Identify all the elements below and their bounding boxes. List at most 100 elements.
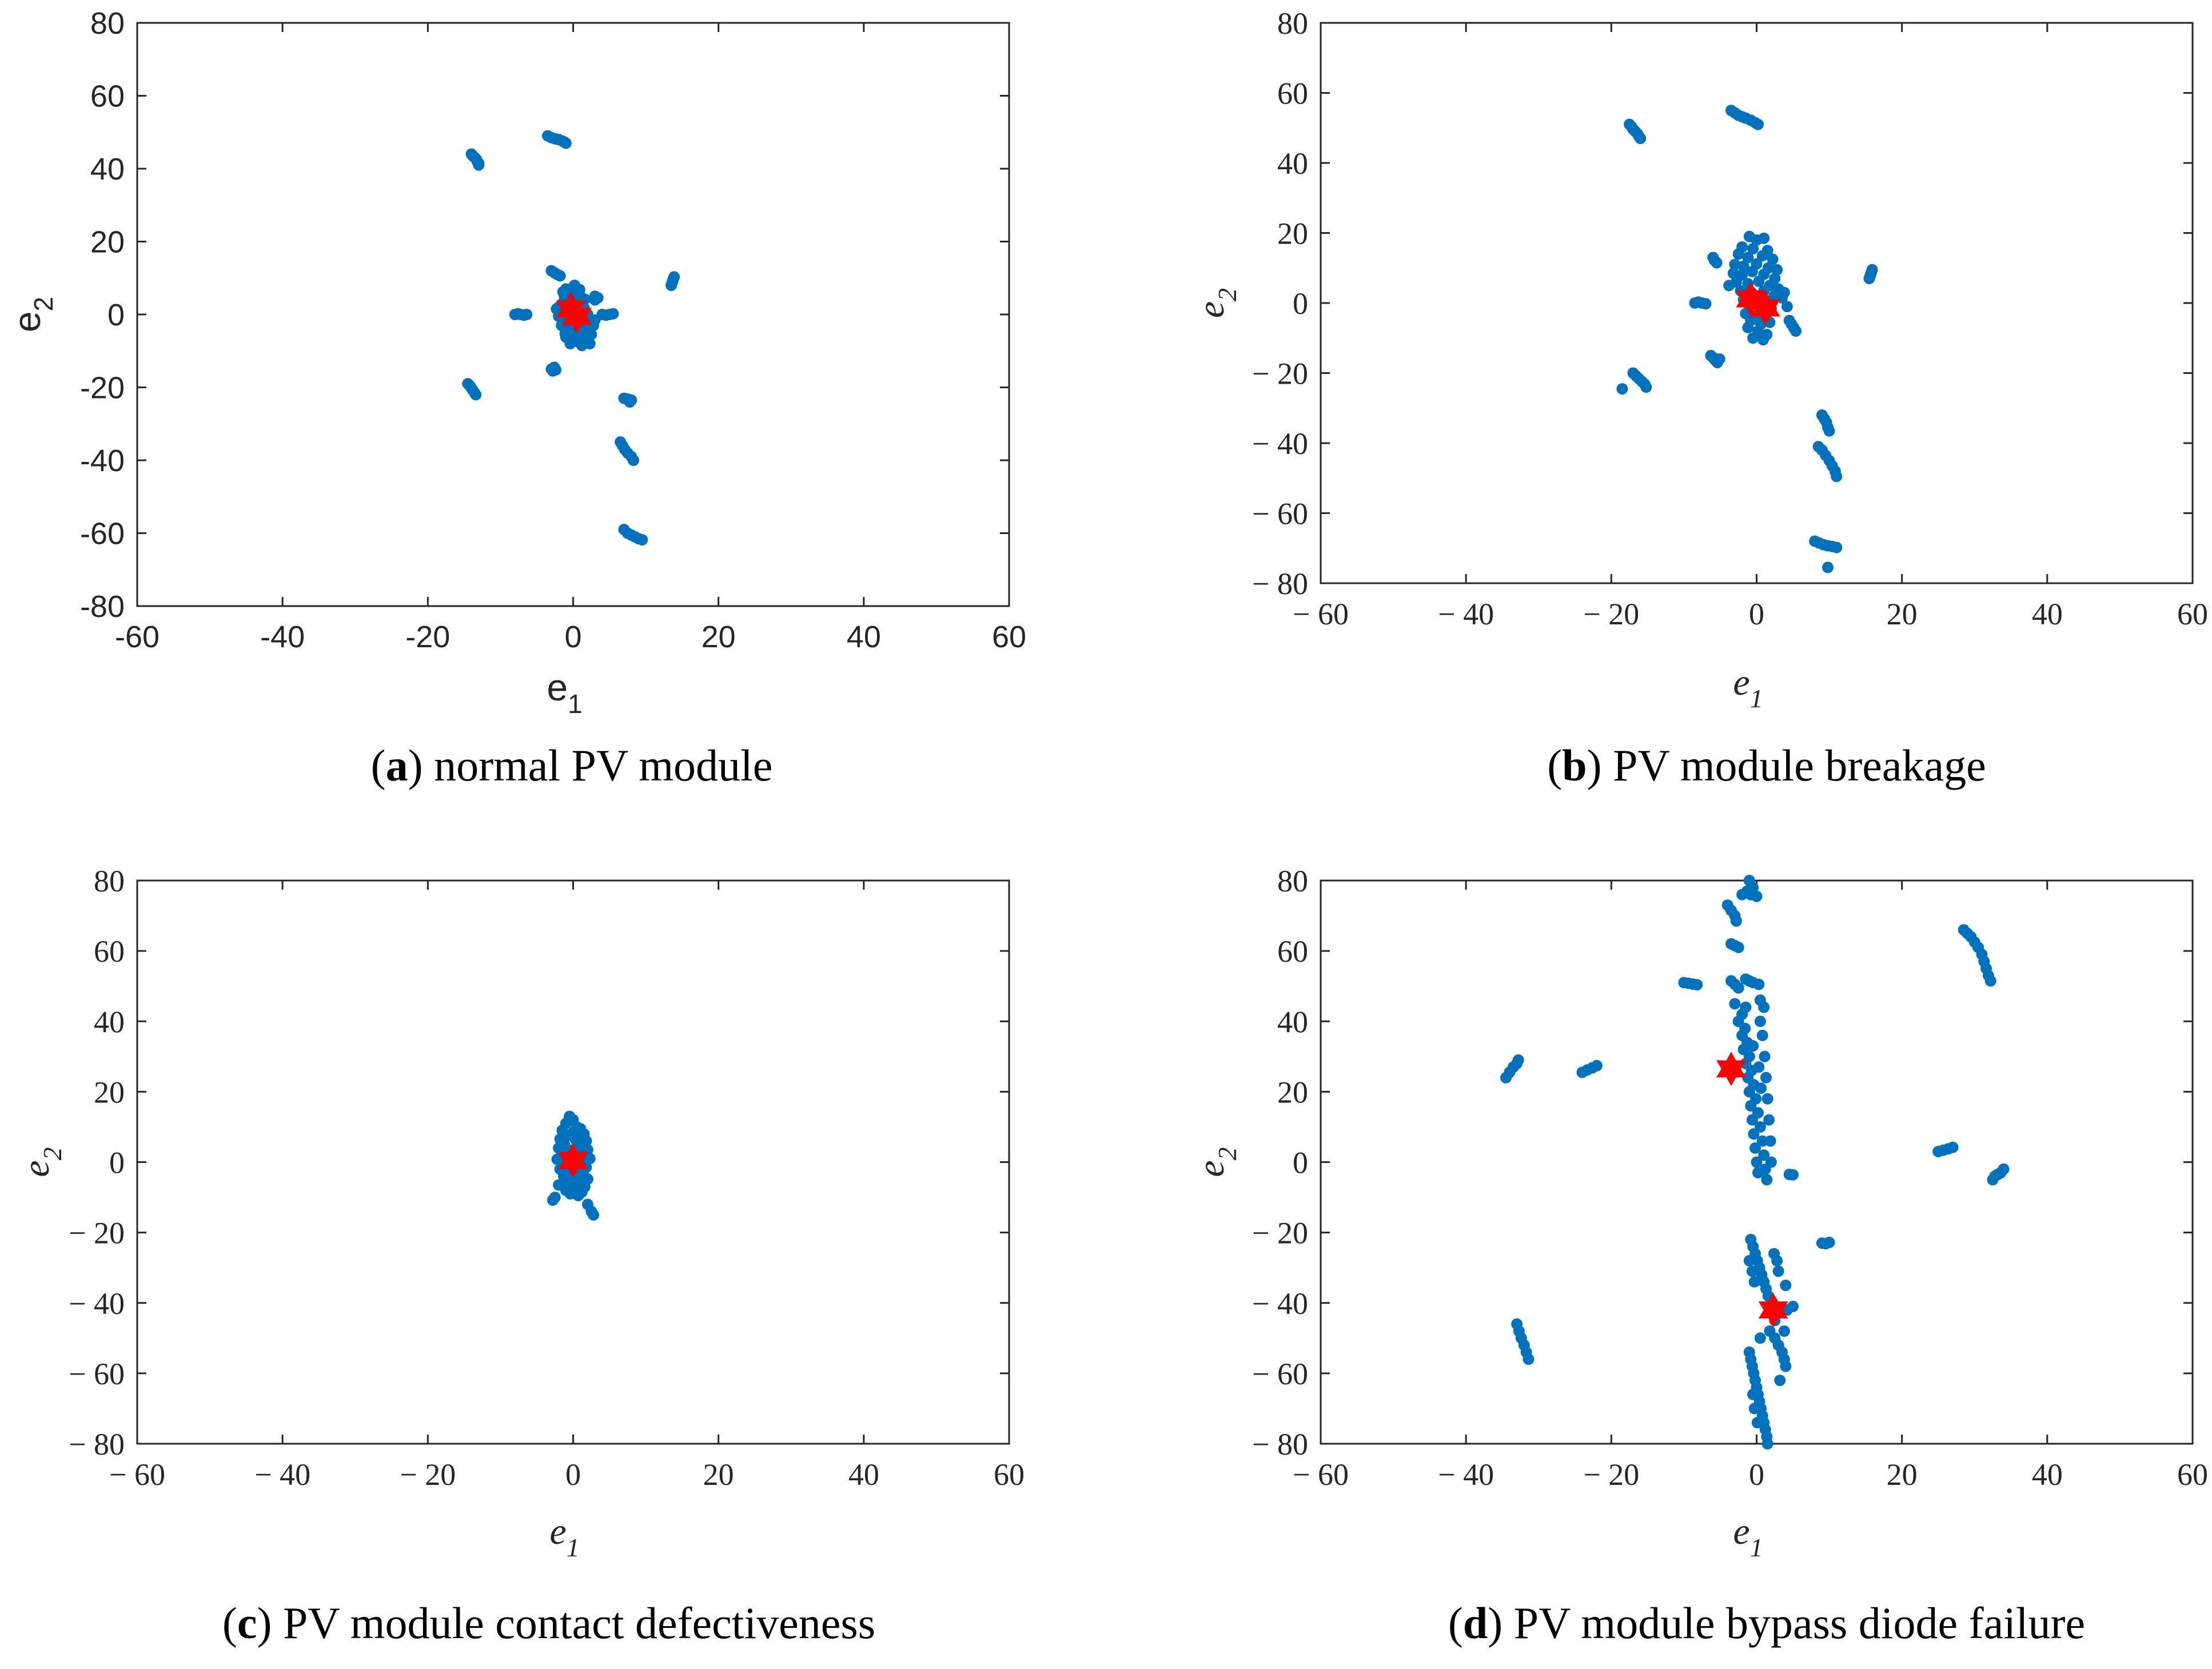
caption-paren-open: ( bbox=[222, 1598, 237, 1648]
scatter-point bbox=[1756, 1029, 1768, 1041]
caption-text: PV module bypass diode failure bbox=[1514, 1598, 2085, 1648]
y-tick-label: -60 bbox=[80, 517, 125, 551]
y-tick-label: 0 bbox=[1293, 286, 1308, 321]
scatter-point bbox=[550, 364, 561, 376]
scatter-point bbox=[1947, 1141, 1959, 1153]
scatter-point bbox=[1831, 471, 1843, 483]
scatter-point bbox=[1756, 250, 1768, 262]
scatter-point bbox=[584, 338, 596, 349]
scatter-point bbox=[568, 334, 580, 346]
x-tick-label: 0 bbox=[565, 1457, 581, 1492]
panel-caption: (d) PV module bypass diode failure bbox=[1448, 1598, 2085, 1648]
scatter-point bbox=[1640, 381, 1652, 393]
x-tick-label: -60 bbox=[115, 620, 160, 654]
scatter-point bbox=[668, 271, 680, 283]
scatter-point bbox=[1749, 1142, 1761, 1154]
scatter-point bbox=[1743, 1050, 1755, 1062]
y-tick-label: − 80 bbox=[69, 1427, 125, 1461]
scatter-point bbox=[1822, 561, 1834, 573]
scatter-point bbox=[569, 280, 580, 291]
centroid-star bbox=[1736, 281, 1766, 316]
caption-paren-close: ) bbox=[408, 740, 434, 790]
scatter-point bbox=[1787, 1169, 1799, 1181]
y-tick-label: 80 bbox=[94, 864, 125, 898]
scatter-point bbox=[1780, 1280, 1792, 1291]
y-tick-label: 40 bbox=[1277, 1005, 1308, 1039]
scatter-point bbox=[1729, 998, 1741, 1010]
scatter-point bbox=[1750, 1093, 1762, 1105]
scatter-point bbox=[1767, 253, 1779, 265]
x-tick-label: 20 bbox=[703, 1457, 734, 1492]
scatter-point bbox=[1732, 942, 1744, 953]
scatter-point bbox=[1758, 1001, 1770, 1013]
scatter-point bbox=[581, 1198, 593, 1210]
scatter-point bbox=[1732, 982, 1744, 994]
y-axis-label: e2 bbox=[6, 297, 58, 332]
scatter-point bbox=[557, 286, 569, 298]
x-tick-label: − 60 bbox=[1293, 597, 1349, 631]
caption-letter: a bbox=[386, 740, 408, 790]
caption-paren-close: ) bbox=[1488, 1598, 1513, 1648]
caption-letter: d bbox=[1463, 1598, 1488, 1648]
scatter-point bbox=[1736, 889, 1748, 901]
scatter-point bbox=[584, 1153, 596, 1165]
y-tick-label: 0 bbox=[107, 298, 125, 332]
scatter-point bbox=[1756, 1135, 1768, 1147]
x-tick-label: − 20 bbox=[400, 1457, 456, 1492]
x-tick-label: 60 bbox=[992, 620, 1026, 654]
chart-panel-c: − 60 − 40 − 20 0 20 40 60 80 60 40 20 0 − 20 − 40 − 60… bbox=[15, 864, 1025, 1648]
y-tick-label: − 40 bbox=[1252, 1286, 1308, 1321]
scatter-point bbox=[470, 389, 482, 401]
scatter-point bbox=[1760, 1071, 1772, 1084]
scatter-point bbox=[636, 534, 648, 545]
y-axis-label-subscript: 2 bbox=[38, 1147, 67, 1160]
y-axis-label-main: e bbox=[6, 311, 48, 332]
y-axis-label-main: e bbox=[1190, 301, 1232, 318]
scatter-point bbox=[1761, 1093, 1773, 1105]
x-tick-label: − 60 bbox=[109, 1457, 165, 1492]
caption-text: normal PV module bbox=[434, 740, 772, 790]
scatter-point bbox=[1787, 1300, 1799, 1312]
centroid-star bbox=[1750, 290, 1780, 325]
y-tick-label: − 80 bbox=[1252, 1427, 1308, 1461]
scatter-point bbox=[1742, 321, 1754, 333]
y-axis-label-subscript: 2 bbox=[29, 297, 58, 312]
sample-points bbox=[1616, 105, 1878, 573]
y-axis-label-main: e bbox=[15, 1160, 57, 1177]
scatter-point bbox=[1729, 258, 1741, 270]
caption-paren-close: ) bbox=[257, 1598, 283, 1648]
scatter-point bbox=[1831, 541, 1843, 553]
scatter-point bbox=[558, 1128, 569, 1139]
x-axis-label-main: e bbox=[1733, 1511, 1749, 1552]
x-axis-label: e1 bbox=[547, 666, 582, 719]
centroid-markers bbox=[1716, 1051, 1788, 1328]
scatter-point bbox=[1984, 975, 1996, 987]
x-tick-label: 40 bbox=[848, 1457, 879, 1492]
scatter-point bbox=[1737, 260, 1749, 272]
x-axis-label-subscript: 1 bbox=[567, 1533, 580, 1562]
y-tick-label: 60 bbox=[90, 79, 125, 114]
x-axis-label-subscript: 1 bbox=[1750, 684, 1763, 713]
x-tick-label: 0 bbox=[564, 620, 581, 654]
x-axis-label-main: e bbox=[1733, 662, 1749, 703]
x-axis-label-subscript: 1 bbox=[1750, 1533, 1763, 1562]
centroid-star bbox=[561, 299, 592, 334]
centroid-markers bbox=[556, 292, 592, 334]
scatter-point bbox=[1759, 1050, 1771, 1062]
x-tick-label: 60 bbox=[2177, 597, 2208, 631]
scatter-point bbox=[1751, 1156, 1763, 1168]
x-axis-label-main: e bbox=[549, 1511, 566, 1552]
scatter-point bbox=[1758, 232, 1770, 244]
scatter-point bbox=[1778, 1325, 1790, 1337]
scatter-point bbox=[1998, 1163, 2010, 1175]
x-tick-label: -20 bbox=[405, 620, 450, 654]
scatter-point bbox=[1711, 257, 1723, 269]
scatter-point bbox=[1752, 118, 1764, 130]
y-tick-label: 80 bbox=[90, 6, 125, 41]
x-tick-label: − 40 bbox=[1438, 1457, 1494, 1492]
scatter-point bbox=[1635, 133, 1647, 145]
scatter-point bbox=[1771, 264, 1783, 276]
panel-caption: (c) PV module contact defectiveness bbox=[222, 1598, 875, 1648]
